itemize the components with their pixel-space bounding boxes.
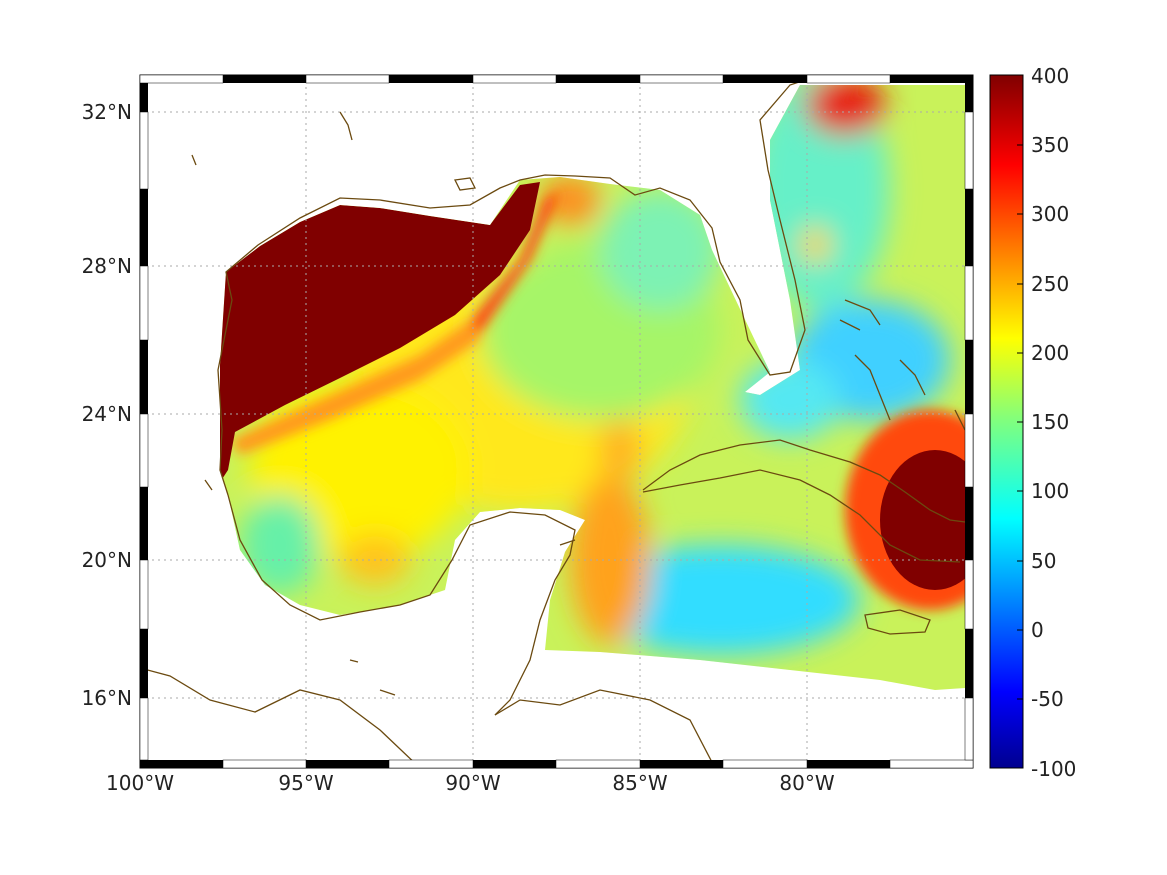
colorbar-tick-label: -100 <box>1031 757 1076 781</box>
colorbar-tick-label: 100 <box>1031 479 1069 503</box>
map-frame <box>139 74 974 769</box>
colorbar-tick-label: 50 <box>1031 549 1056 573</box>
lon-tick-label: 95°W <box>278 771 333 795</box>
lon-tick-label: 100°W <box>106 771 174 795</box>
lon-tick-label: 85°W <box>612 771 667 795</box>
lat-tick-label: 28°N <box>82 254 132 278</box>
longitude-tick-labels: 100°W 95°W 90°W 85°W 80°W <box>106 771 835 795</box>
colorbar-tick-label: 350 <box>1031 133 1069 157</box>
lat-tick-label: 16°N <box>82 686 132 710</box>
grid-lines <box>140 75 973 768</box>
colorbar-tick-label: 150 <box>1031 410 1069 434</box>
latitude-tick-labels: 32°N 28°N 24°N 20°N 16°N <box>82 100 132 710</box>
lat-tick-label: 20°N <box>82 548 132 572</box>
colorbar-tick-label: -50 <box>1031 687 1064 711</box>
colorbar-tick-label: 200 <box>1031 341 1069 365</box>
colorbar-tick-label: 400 <box>1031 64 1069 88</box>
lat-tick-label: 24°N <box>82 402 132 426</box>
colorbar-tick-label: 300 <box>1031 202 1069 226</box>
coastlines <box>140 75 966 768</box>
colorbar-tick-label: 0 <box>1031 618 1044 642</box>
lon-tick-label: 90°W <box>445 771 500 795</box>
colorbar: 400 350 300 250 200 150 100 50 0 -50 -10… <box>989 64 1076 781</box>
colorbar-tick-label: 250 <box>1031 272 1069 296</box>
lat-tick-label: 32°N <box>82 100 132 124</box>
lon-tick-label: 80°W <box>779 771 834 795</box>
